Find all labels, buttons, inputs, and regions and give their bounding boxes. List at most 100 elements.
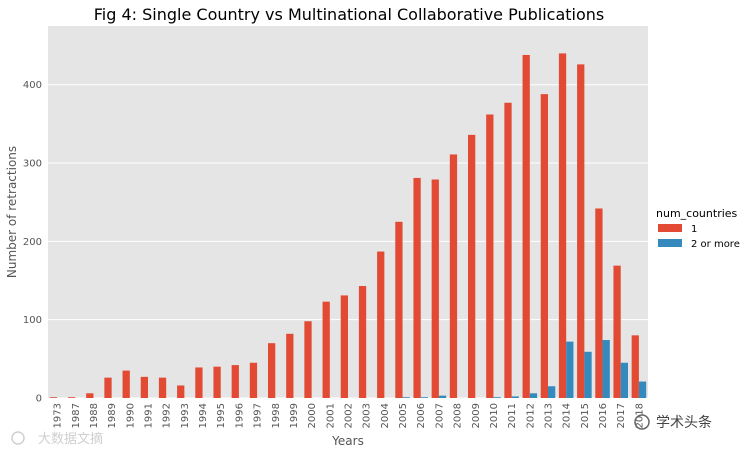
bar-2-or-more-2017 <box>620 362 628 398</box>
x-tick-label: 1993 <box>180 403 191 428</box>
bar-1-1999 <box>286 333 294 398</box>
x-tick-label: 2016 <box>598 403 609 428</box>
bar-1-1973 <box>49 397 58 398</box>
bar-1-2004 <box>377 251 385 398</box>
x-tick-label: 1998 <box>271 403 282 428</box>
chart-title: Fig 4: Single Country vs Multinational C… <box>94 5 604 24</box>
watermark-left: 大数据文摘 <box>11 431 103 447</box>
x-tick-label: 2008 <box>453 403 464 428</box>
x-tick-label: 1997 <box>253 403 264 428</box>
x-tick-label: 2009 <box>471 403 482 428</box>
watermark-left-icon <box>11 431 25 445</box>
x-tick-label: 2014 <box>562 403 573 428</box>
y-axis: 0 100 200 300 400 <box>23 80 42 404</box>
x-tick-label: 1994 <box>198 403 209 428</box>
bar-2-or-more-2007 <box>438 395 447 398</box>
x-tick-label: 1999 <box>289 403 300 428</box>
bar-2-or-more-2011 <box>511 396 519 398</box>
bar-1-2012 <box>522 54 530 399</box>
y-tick-label: 400 <box>23 80 42 91</box>
x-tick-label: 2011 <box>507 403 518 428</box>
bar-1-2017 <box>613 265 621 398</box>
bar-1-1993 <box>177 385 185 398</box>
bar-2-or-more-2014 <box>566 341 574 398</box>
bar-1-1989 <box>104 377 112 398</box>
bar-1-2003 <box>358 286 367 398</box>
y-tick-label: 100 <box>23 315 42 326</box>
y-tick-label: 0 <box>36 394 42 405</box>
x-tick-label: 1973 <box>53 403 64 428</box>
bar-1-2008 <box>449 154 458 398</box>
x-tick-label: 1992 <box>162 403 173 428</box>
bar-1-1991 <box>140 376 148 398</box>
bar-2-or-more-2006 <box>420 397 428 398</box>
bar-2-or-more-2016 <box>602 340 610 398</box>
x-tick-label: 2012 <box>525 403 536 428</box>
bar-1-2000 <box>304 321 312 398</box>
x-tick-label: 2004 <box>380 403 391 428</box>
legend-label-2-or-more: 2 or more <box>691 239 740 250</box>
x-tick-label: 1995 <box>216 403 227 428</box>
bar-2-or-more-2005 <box>402 397 410 398</box>
bar-1-2002 <box>340 295 348 398</box>
x-tick-label: 1991 <box>144 403 155 428</box>
x-tick-label: 2006 <box>416 403 427 428</box>
bar-1-1994 <box>195 367 203 398</box>
bar-1-1988 <box>86 393 94 398</box>
bar-1-2011 <box>504 102 512 398</box>
bar-1-2007 <box>431 179 439 398</box>
y-tick-label: 200 <box>23 237 42 248</box>
x-axis: 1973 1987 1988 1989 1990 1991 1992 1993 1994 1995… <box>53 403 646 428</box>
x-axis-title: Years <box>331 434 364 448</box>
legend-swatch-2-or-more <box>658 239 682 247</box>
bar-1-2009 <box>468 134 476 398</box>
x-tick-label: 2002 <box>344 403 355 428</box>
x-tick-label: 2007 <box>434 403 445 428</box>
legend-title: num_countries <box>656 207 738 220</box>
x-tick-label: 2010 <box>489 403 500 428</box>
bar-1-1997 <box>249 362 258 398</box>
x-tick-label: 1990 <box>125 403 136 428</box>
x-tick-label: 2003 <box>362 403 373 428</box>
x-tick-label: 2017 <box>616 403 627 428</box>
bar-2-or-more-2013 <box>548 386 556 398</box>
bar-1-2014 <box>558 53 567 399</box>
x-tick-label: 1989 <box>107 403 118 428</box>
bar-1-2010 <box>486 114 494 399</box>
x-tick-label: 2000 <box>307 403 318 428</box>
x-tick-label: 2001 <box>325 403 336 428</box>
bar-1-2015 <box>577 64 585 398</box>
bar-1-2001 <box>322 301 330 398</box>
y-tick-label: 300 <box>23 159 42 170</box>
bar-1-1996 <box>231 365 239 398</box>
watermark-right-icon <box>634 414 650 430</box>
y-axis-title: Number of retractions <box>5 146 19 278</box>
x-tick-label: 1987 <box>71 403 82 428</box>
bar-1-2018 <box>631 335 639 398</box>
bar-1-1992 <box>158 377 167 398</box>
bar-1-2006 <box>413 177 421 398</box>
legend-label-1: 1 <box>691 224 697 235</box>
watermark-left-text: 大数据文摘 <box>38 431 103 447</box>
x-tick-label: 1988 <box>89 403 100 428</box>
x-tick-label: 2015 <box>580 403 591 428</box>
bar-1-1995 <box>213 366 221 398</box>
bar-1-1987 <box>68 397 76 398</box>
bar-1-1998 <box>268 343 276 398</box>
bar-2-or-more-2010 <box>493 397 501 398</box>
x-tick-label: 2005 <box>398 403 409 428</box>
bar-2-or-more-2018 <box>638 381 647 398</box>
bar-2-or-more-2012 <box>529 393 538 398</box>
legend-swatch-1 <box>658 224 682 232</box>
bar-1-1990 <box>122 370 130 398</box>
bar-2-or-more-2015 <box>584 351 592 398</box>
bars <box>49 53 647 399</box>
watermark-right-text: 学术头条 <box>656 414 712 431</box>
watermark-right: 学术头条 <box>634 414 712 431</box>
x-tick-label: 2013 <box>544 403 555 428</box>
legend: num_countries 1 2 or more <box>656 207 740 250</box>
bar-1-2005 <box>395 221 403 398</box>
bar-1-2016 <box>595 208 603 398</box>
x-tick-label: 1996 <box>234 403 245 428</box>
